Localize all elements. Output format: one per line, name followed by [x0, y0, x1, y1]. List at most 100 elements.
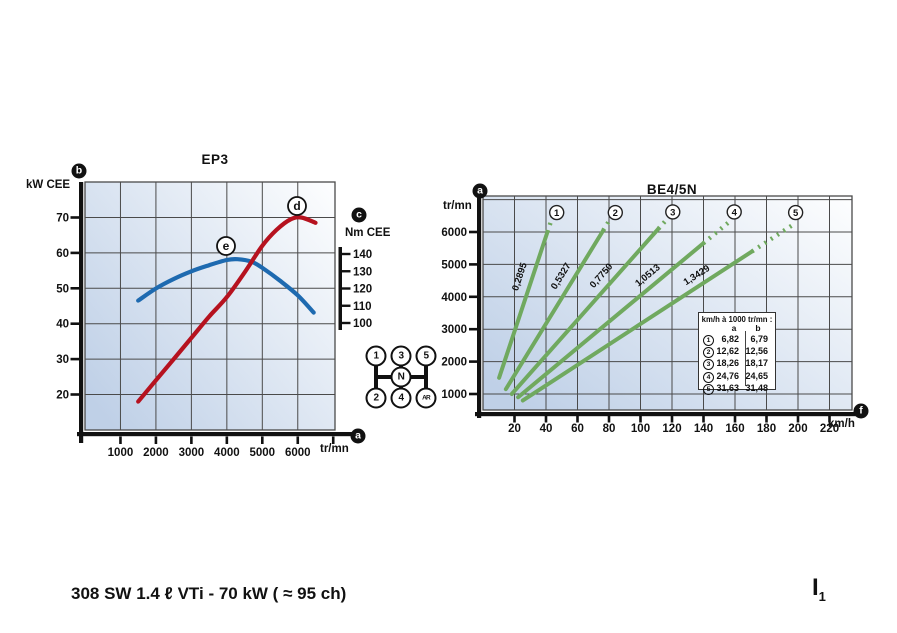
ratio-table-value-a: 12,62 [716, 345, 739, 356]
ep3-power-marker-icon [287, 196, 307, 216]
badge-a-right-icon: a [472, 183, 488, 199]
be45n-xtick [702, 416, 705, 423]
be45n-ytick-label: 2000 [441, 357, 467, 369]
gear-line-2 [503, 228, 606, 392]
badge-b-icon: b [71, 163, 87, 179]
be45n-xtick-label: 100 [631, 423, 650, 435]
ep3-xtick-label: 1000 [108, 447, 134, 459]
ep3-xtick-label: 3000 [179, 447, 205, 459]
ep3-xtick [225, 436, 229, 444]
gear-line-1 [497, 230, 550, 380]
gearshift-pattern-diagram: 1 3 5 N 2 4 AR [362, 342, 446, 412]
ep3-ytick-label: 30 [56, 354, 69, 366]
ep3-xtick-label: 5000 [250, 447, 276, 459]
ep3-ytick-label: 40 [56, 319, 69, 331]
gearshift-pos-1: 1 [365, 345, 387, 367]
right-yaxis-label: tr/mn [443, 200, 472, 212]
ratio-table-row-3: 3 18,26 18,17 [702, 358, 772, 371]
ratio-table-gear-num-icon: 2 [703, 346, 714, 358]
gear-number-badge-3-icon [665, 204, 681, 220]
be45n-ytick-label: 6000 [441, 227, 467, 239]
be45n-xtick-label: 140 [694, 423, 713, 435]
ratio-table-row-4: 4 24,76 24,65 [702, 371, 772, 383]
nm-tick-label: 140 [353, 249, 372, 261]
ep3-power-marker-label: d [293, 199, 300, 213]
ratio-table-value-a: 18,26 [716, 358, 739, 369]
page-code-main: I [812, 574, 819, 601]
be45n-xtick [733, 416, 737, 423]
ep3-ytick-label: 60 [56, 248, 69, 260]
ep3-xtick-label: 4000 [214, 447, 240, 459]
ep3-xtick-label: 6000 [285, 447, 311, 459]
left-yaxis-label: kW CEE [26, 179, 71, 191]
ratio-table-value-a: 6,82 [721, 333, 739, 344]
be45n-ytick [469, 327, 477, 331]
gearshift-pos-5: 5 [415, 345, 437, 367]
gear-line-4 [516, 241, 706, 400]
ep3-xtick-end [331, 436, 335, 444]
gear-number-badge-2-icon [607, 204, 623, 221]
be45n-xtick [639, 416, 642, 423]
left-chart-title: EP3 [201, 152, 229, 167]
ratio-table-row-5: 5 31,63 31,48 [702, 383, 772, 396]
ratio-table-value-b: 6,79 [750, 333, 768, 344]
be45n-ytick-label: 5000 [441, 259, 467, 271]
be45n-ytick [469, 295, 477, 299]
ep3-ytick [70, 393, 79, 396]
gearshift-pos-AR: AR [415, 387, 437, 409]
ep3-ytick-label: 50 [56, 283, 69, 295]
be45n-xtick-label: 20 [508, 423, 521, 435]
ep3-ytick-label: 20 [56, 390, 69, 402]
gearshift-pos-2: 2 [365, 387, 387, 409]
nm-tick [342, 270, 351, 273]
ratio-table-col-a: a [731, 323, 737, 333]
ratio-table-value-b: 18,17 [745, 358, 768, 369]
be45n-xtick-label: 160 [725, 423, 744, 435]
be45n-ytick-label: 1000 [441, 389, 467, 401]
ep3-ytick [70, 322, 79, 325]
be45n-xtick [796, 416, 800, 423]
ratio-table-gear-num-icon: 1 [703, 334, 714, 346]
right-xaxis-label: km/h [828, 418, 855, 430]
ratio-table-value-a: 31,63 [716, 383, 739, 394]
ratio-table-row-2: 2 12,62 12,56 [702, 346, 772, 358]
gear-number-badge-label-5: 5 [793, 208, 799, 219]
gearshift-pos-4: 4 [390, 387, 412, 409]
badge-a-left-icon: a [350, 428, 366, 444]
be45n-xtick [765, 416, 768, 423]
ep3-plot-area [84, 181, 336, 431]
left-xaxis-label: tr/mn [320, 443, 349, 455]
be45n-xtick [544, 416, 548, 423]
ratio-table-gear-num-icon: 5 [703, 384, 714, 396]
ratio-table-col-b: b [755, 323, 761, 333]
gear-line-3 [509, 226, 661, 396]
be45n-xtick [670, 416, 674, 423]
ep3-ytick [70, 251, 79, 255]
ep3-xtick [296, 436, 300, 444]
nm-tick-label: 100 [353, 318, 372, 330]
ep3-xtick [261, 436, 264, 444]
be45n-xtick-label: 200 [788, 423, 807, 435]
ratio-table-row-1: 1 6,82 6,79 [702, 334, 772, 346]
nm-tick [342, 252, 351, 256]
ep3-ytick [70, 287, 79, 290]
be45n-xtick-label: 120 [662, 423, 681, 435]
nm-tick [342, 304, 351, 307]
nm-axis-bar [338, 247, 342, 330]
ep3-xtick [190, 436, 193, 444]
be45n-xaxis-bar [475, 412, 857, 417]
ep3-yaxis-bar [79, 182, 84, 443]
badge-c-icon: c [351, 207, 367, 223]
ratio-table-divider [745, 331, 746, 386]
be45n-ytick [469, 392, 477, 396]
be45n-xtick-label: 220 [820, 423, 839, 435]
ratio-table-value-a: 24,76 [716, 370, 739, 381]
ratio-table-value-b: 12,56 [745, 345, 768, 356]
gear-number-badge-4-icon [726, 204, 742, 220]
ratio-table-gear-num-icon: 4 [703, 371, 714, 383]
be45n-xtick [607, 416, 611, 423]
be45n-yaxis-bar [477, 196, 482, 418]
ep3-xaxis-bar [77, 432, 353, 437]
